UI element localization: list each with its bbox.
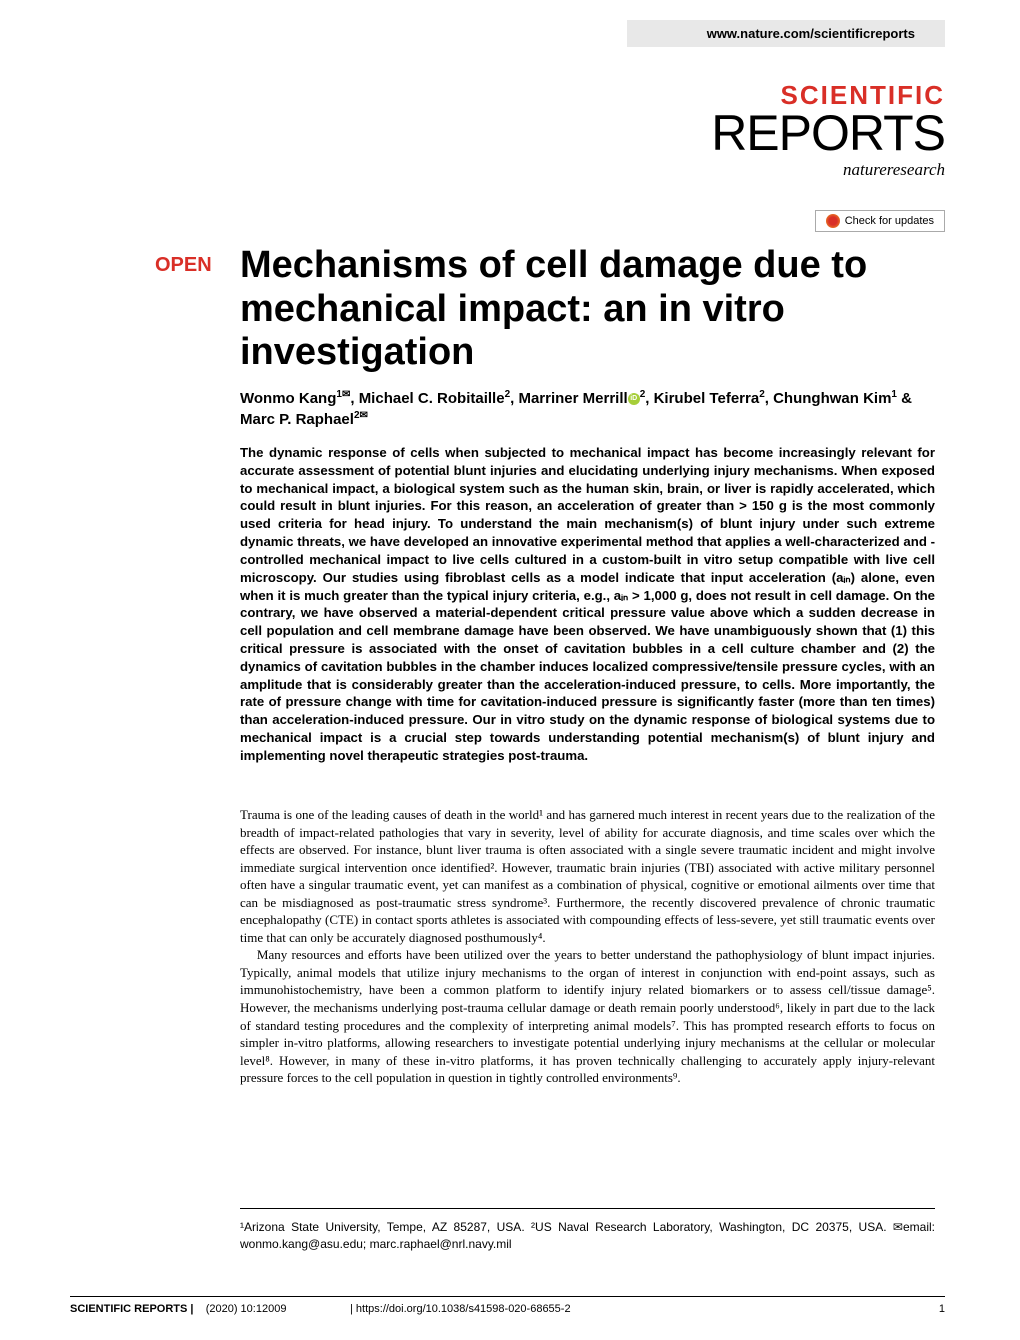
journal-logo: SCIENTIFIC REPORTS natureresearch: [711, 80, 945, 180]
check-updates-label: Check for updates: [845, 215, 934, 227]
article-title: Mechanisms of cell damage due to mechani…: [240, 244, 945, 375]
footer-doi: | https://doi.org/10.1038/s41598-020-686…: [350, 1303, 571, 1315]
journal-name-line2: REPORTS: [711, 111, 945, 156]
open-access-badge: OPEN: [155, 254, 212, 277]
footer-page-number: 1: [939, 1303, 945, 1315]
affiliations: ¹Arizona State University, Tempe, AZ 852…: [240, 1208, 935, 1253]
author-2: Michael C. Robitaille2: [359, 390, 510, 407]
footer-journal: SCIENTIFIC REPORTS | (2020) 10:12009: [70, 1303, 286, 1315]
authors-list: Wonmo Kang1✉, Michael C. Robitaille2, Ma…: [240, 388, 935, 430]
author-4: Kirubel Teferra2: [654, 390, 765, 407]
body-paragraph-1: Trauma is one of the leading causes of d…: [240, 806, 935, 946]
author-1: Wonmo Kang1✉: [240, 390, 350, 407]
abstract: The dynamic response of cells when subje…: [240, 444, 935, 765]
orcid-icon[interactable]: [628, 393, 640, 405]
footer: SCIENTIFIC REPORTS | (2020) 10:12009 | h…: [70, 1296, 945, 1315]
body-text: Trauma is one of the leading causes of d…: [240, 806, 935, 1087]
author-6: Marc P. Raphael2✉: [240, 411, 368, 428]
body-paragraph-2: Many resources and efforts have been uti…: [240, 946, 935, 1086]
check-updates-button[interactable]: Check for updates: [815, 210, 945, 232]
author-5: Chunghwan Kim1: [773, 390, 897, 407]
journal-subtitle: natureresearch: [711, 160, 945, 180]
check-updates-icon: [826, 214, 840, 228]
header-website: www.nature.com/scientificreports: [627, 20, 945, 47]
author-3: Marriner Merrill2: [518, 390, 645, 407]
